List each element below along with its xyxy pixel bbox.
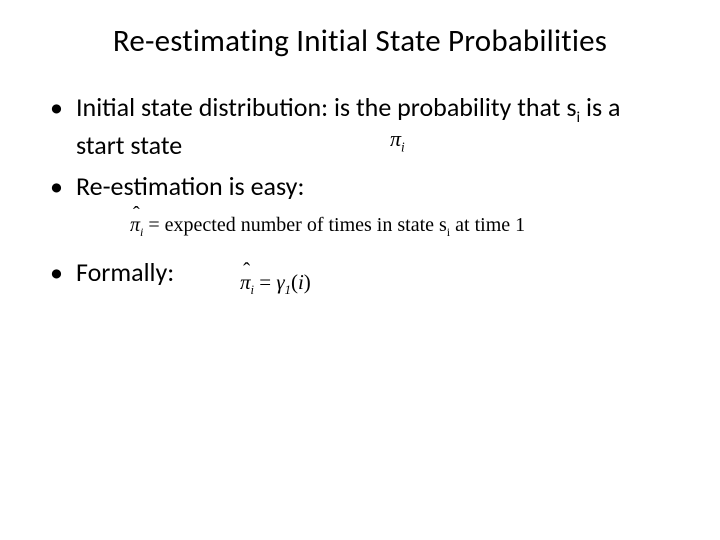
pi-hat-1-sub: i: [140, 225, 143, 239]
bullet-2-text: Re-estimation is easy:: [76, 170, 304, 202]
formula-1-lhs: πi: [130, 214, 148, 236]
pi-hat-2: π: [240, 268, 251, 296]
pi-sub: i: [401, 139, 405, 154]
bullet-1-text-pre: Initial state distribution: is the proba…: [76, 91, 577, 123]
formula-1: πi = expected number of times in state s…: [130, 212, 670, 240]
bullet-list-2: Formally:: [50, 255, 670, 290]
bullet-3: Formally:: [50, 255, 670, 290]
formula-1-eq: =: [148, 214, 164, 236]
formula-1-rhs-tail: at time 1: [450, 214, 525, 236]
pi-glyph: π: [390, 126, 401, 151]
bullet-list: Initial state distribution: is the proba…: [50, 90, 670, 204]
slide-body: Initial state distribution: is the proba…: [50, 90, 670, 299]
slide: Re-estimating Initial State Probabilitie…: [0, 0, 720, 540]
bullet-3-text: Formally:: [76, 256, 174, 288]
slide-title: Re-estimating Initial State Probabilitie…: [50, 22, 670, 60]
bullet-2: Re-estimation is easy:: [50, 169, 670, 204]
bullet-1: Initial state distribution: is the proba…: [50, 90, 670, 163]
pi-hat-1: π: [130, 212, 140, 239]
pi-symbol-inline: πi: [390, 124, 405, 156]
formula-1-rhs: expected number of times in state s: [165, 214, 447, 236]
